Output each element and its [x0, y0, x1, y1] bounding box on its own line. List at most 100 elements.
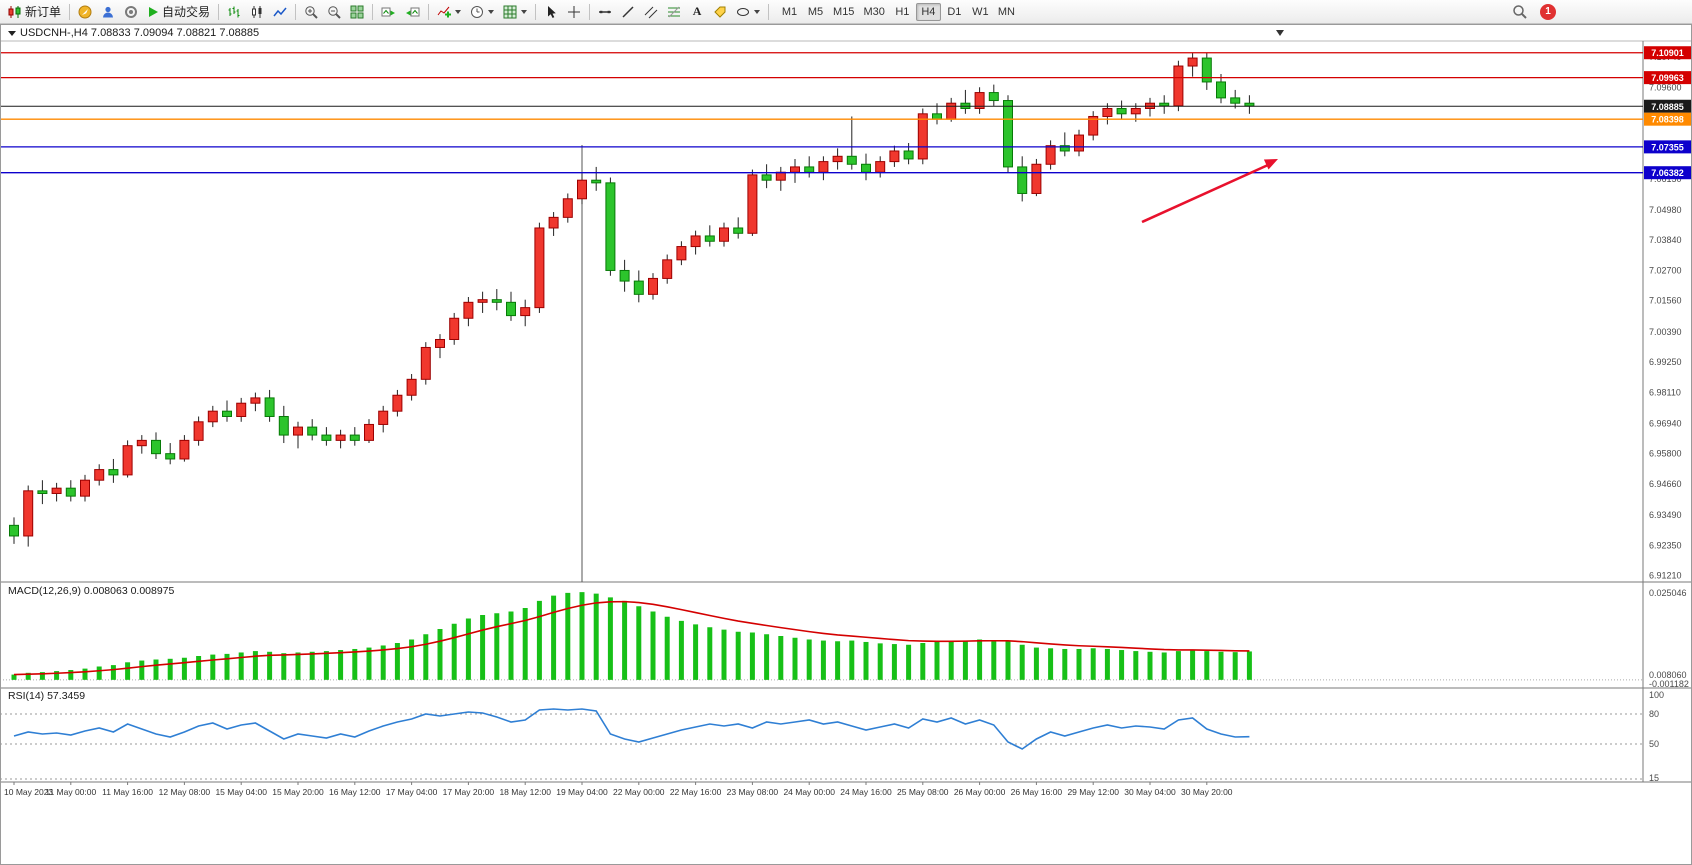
- svg-text:17 May 04:00: 17 May 04:00: [386, 787, 438, 797]
- indicators-button[interactable]: [433, 2, 465, 22]
- svg-text:7.00390: 7.00390: [1649, 327, 1682, 337]
- candle-body: [392, 394, 403, 412]
- timeframe-m15[interactable]: M15: [829, 3, 858, 21]
- candle-body: [122, 445, 133, 476]
- indicators-icon: [437, 5, 452, 19]
- candle-body: [1187, 57, 1198, 67]
- candle-body: [37, 490, 48, 494]
- candle-body: [1244, 102, 1255, 107]
- bar-chart-icon: [227, 5, 241, 19]
- mql5-button[interactable]: [74, 2, 96, 22]
- zoom-in-button[interactable]: [300, 2, 322, 22]
- timeframe-m5[interactable]: M5: [803, 3, 828, 21]
- candle-body: [506, 301, 516, 317]
- candle-body: [193, 421, 204, 441]
- fibonacci-button[interactable]: [663, 2, 685, 22]
- candle-body: [719, 227, 729, 242]
- timeframe-h4[interactable]: H4: [915, 2, 941, 21]
- crosshair-button[interactable]: [563, 2, 585, 22]
- candle-body: [94, 469, 105, 481]
- notification-badge[interactable]: 1: [1540, 3, 1556, 20]
- shapes-button[interactable]: [732, 2, 764, 22]
- zoom-out-button[interactable]: [323, 2, 345, 22]
- candle-body: [378, 410, 389, 425]
- chart-shift-marker[interactable]: [1276, 30, 1284, 36]
- timeframe-m1[interactable]: M1: [777, 3, 802, 21]
- candle-body: [704, 235, 715, 242]
- horizontal-lines-group: 7.10901 7.09963 7.08885 7.08398 7.07355 7.063…: [0, 46, 1691, 180]
- auto-scroll-button[interactable]: [377, 2, 400, 22]
- svg-text:15 May 04:00: 15 May 04:00: [215, 787, 267, 797]
- toolbar-separator: [295, 3, 297, 20]
- label-tool-button[interactable]: [709, 2, 731, 22]
- candle-body: [676, 246, 687, 261]
- line-chart-button[interactable]: [269, 2, 291, 22]
- timeframe-d1[interactable]: D1: [942, 3, 967, 21]
- price-line-label-box: [1644, 166, 1691, 180]
- candle-body: [1017, 166, 1028, 194]
- chart-shift-button[interactable]: [401, 2, 424, 22]
- timeframe-h1[interactable]: H1: [890, 3, 915, 21]
- candle-body: [903, 150, 914, 160]
- trendline-icon: [621, 5, 635, 19]
- candle-body: [946, 102, 957, 120]
- svg-text:7.03840: 7.03840: [1649, 235, 1682, 245]
- tile-windows-button[interactable]: [346, 2, 368, 22]
- candle-body: [1230, 97, 1241, 104]
- auto-trading-button[interactable]: 自动交易: [143, 2, 214, 22]
- new-order-button[interactable]: 新订单: [4, 2, 65, 22]
- timeframe-w1[interactable]: W1: [968, 3, 993, 21]
- candle-body: [1088, 115, 1099, 136]
- timeframe-m30[interactable]: M30: [859, 3, 888, 21]
- candlestick-chart-button[interactable]: [246, 2, 268, 22]
- rsi-line: [13, 708, 1250, 750]
- candle-body: [1159, 102, 1170, 107]
- candle-body: [236, 402, 247, 417]
- text-tool-button[interactable]: A: [686, 2, 708, 22]
- zoom-out-icon: [327, 5, 341, 19]
- chart-window: 7.107407.096007.084607.073207.061507.049…: [0, 24, 1692, 865]
- candle-body: [1074, 134, 1084, 152]
- channel-button[interactable]: [640, 2, 662, 22]
- cursor-button[interactable]: [540, 2, 562, 22]
- grid-icon: [503, 5, 517, 19]
- candle-body: [889, 150, 900, 163]
- candle-body: [9, 524, 19, 537]
- templates-button[interactable]: [499, 2, 531, 22]
- candle-body: [974, 92, 985, 110]
- trendline-button[interactable]: [617, 2, 639, 22]
- price-line-label-box: [1644, 140, 1691, 154]
- toolbar-separator: [535, 3, 537, 20]
- horizontal-line-button[interactable]: [594, 2, 616, 22]
- profiles-button[interactable]: [97, 2, 119, 22]
- svg-text:6.95800: 6.95800: [1649, 449, 1682, 459]
- candle-body: [577, 179, 587, 200]
- chart-shift-icon: [405, 5, 420, 19]
- candle-body: [179, 439, 190, 460]
- svg-text:30 May 04:00: 30 May 04:00: [1124, 787, 1176, 797]
- compass-icon: [78, 5, 92, 19]
- timeframe-mn[interactable]: MN: [994, 3, 1019, 21]
- chevron-down-icon: [521, 9, 528, 14]
- sounds-button[interactable]: [120, 2, 142, 22]
- toolbar-separator: [768, 3, 770, 20]
- candle-body: [250, 397, 261, 404]
- candle-body: [775, 171, 786, 181]
- search-button[interactable]: [1508, 2, 1531, 22]
- candle-body: [619, 269, 630, 282]
- periods-button[interactable]: [466, 2, 498, 22]
- candlestick-chart-icon: [250, 5, 264, 19]
- candle-body: [65, 487, 76, 497]
- candle-body: [1003, 100, 1013, 168]
- svg-text:15: 15: [1649, 773, 1659, 783]
- candle-body: [51, 487, 62, 494]
- bar-chart-button[interactable]: [223, 2, 245, 22]
- candle-body: [23, 490, 34, 537]
- trend-arrow[interactable]: [1141, 159, 1278, 224]
- svg-text:15 May 20:00: 15 May 20:00: [272, 787, 324, 797]
- candle-body: [335, 434, 346, 441]
- svg-text:7.08885: 7.08885: [1651, 102, 1684, 112]
- chart-canvas[interactable]: 7.107407.096007.084607.073207.061507.049…: [0, 24, 1692, 865]
